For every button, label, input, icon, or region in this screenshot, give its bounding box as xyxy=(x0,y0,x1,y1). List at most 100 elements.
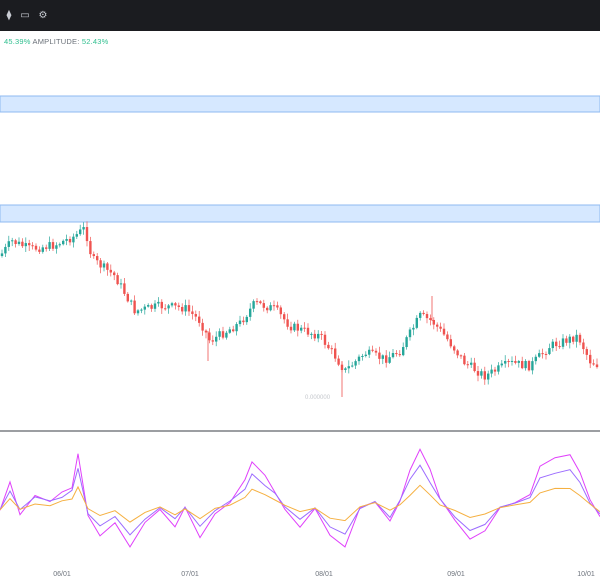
candle-body xyxy=(504,361,507,364)
candle-body xyxy=(7,241,10,247)
candle-body xyxy=(153,303,157,309)
candle-body xyxy=(249,308,252,317)
candle-body xyxy=(157,301,160,304)
candle-body xyxy=(187,305,191,312)
candle-body xyxy=(551,341,554,349)
candle-body xyxy=(177,305,180,307)
candle-body xyxy=(45,247,48,249)
candle-body xyxy=(371,349,374,351)
candle-body xyxy=(357,356,361,362)
stat-value: 45.39% xyxy=(4,37,31,46)
candle-body xyxy=(184,305,187,312)
candle-body xyxy=(466,364,469,366)
candle-body xyxy=(170,303,174,306)
candle-body xyxy=(514,360,517,363)
candle-body xyxy=(218,331,221,337)
candle-body xyxy=(585,349,588,355)
candle-body xyxy=(548,348,551,355)
candle-body xyxy=(48,242,51,249)
candle-body xyxy=(252,301,255,309)
candle-body xyxy=(191,311,194,315)
candle-body xyxy=(221,331,225,338)
candle-body xyxy=(150,305,153,309)
candle-body xyxy=(558,346,561,348)
x-axis-tick-label: 10/01 xyxy=(577,571,595,578)
candle-body xyxy=(507,361,510,363)
candle-body xyxy=(245,316,248,323)
oscillator-slow-line xyxy=(0,484,600,523)
candle-body xyxy=(541,353,544,355)
candle-body xyxy=(65,238,68,241)
candle-body xyxy=(388,357,391,363)
candle-body xyxy=(255,301,259,303)
candle-body xyxy=(113,272,116,276)
candle-body xyxy=(208,332,211,341)
save-icon[interactable]: ▭ xyxy=(20,10,30,21)
oscillator-pane xyxy=(0,448,600,548)
candle-body xyxy=(310,333,313,335)
price-chart[interactable]: 0.000000 06/01 07/01 08/01 09/01 10/01 xyxy=(0,31,600,583)
candle-body xyxy=(140,309,143,311)
candle-body xyxy=(232,329,235,332)
candle-body xyxy=(11,240,14,242)
candle-body xyxy=(490,369,493,374)
candle-body xyxy=(109,269,112,273)
candle-body xyxy=(524,361,527,369)
x-axis-tick-label: 07/01 xyxy=(181,571,199,578)
candle-body xyxy=(96,256,99,261)
candle-body xyxy=(68,238,72,243)
candle-body xyxy=(446,334,449,340)
candle-body xyxy=(483,371,486,380)
settings-gear-icon[interactable]: ⚙ xyxy=(38,10,48,21)
candle-body xyxy=(106,263,109,270)
candle-body xyxy=(279,307,282,315)
candle-body xyxy=(405,337,408,348)
candle-body xyxy=(415,317,418,328)
upper-zone-band xyxy=(0,95,600,113)
candle-body xyxy=(51,242,55,249)
candle-body xyxy=(408,329,412,338)
candle-body xyxy=(344,368,347,370)
x-axis-tick-label: 09/01 xyxy=(447,571,465,578)
candle-body xyxy=(317,333,320,339)
candle-body xyxy=(470,362,473,365)
x-axis-tick-label: 08/01 xyxy=(315,571,333,578)
candle-body xyxy=(259,301,262,304)
candle-body xyxy=(463,355,466,365)
candle-body xyxy=(133,300,136,314)
candle-body xyxy=(398,354,401,356)
x-axis: 06/01 07/01 08/01 09/01 10/01 xyxy=(53,571,595,578)
candle-body xyxy=(330,348,333,350)
candle-body xyxy=(459,355,463,357)
candle-body xyxy=(442,328,446,335)
candle-body xyxy=(381,355,384,359)
candle-body xyxy=(21,241,24,247)
candle-body xyxy=(538,353,541,357)
candle-body xyxy=(215,336,218,342)
candle-body xyxy=(99,260,102,268)
candle-body xyxy=(17,241,21,245)
candle-body xyxy=(544,353,548,355)
candle-body xyxy=(0,253,4,256)
candle-body xyxy=(79,229,82,235)
candle-body xyxy=(364,354,367,356)
zone-layer xyxy=(0,95,600,223)
candle-body xyxy=(595,364,599,368)
candle-body xyxy=(436,324,439,327)
candle-body xyxy=(181,306,184,312)
candle-body xyxy=(262,303,265,308)
candle-body xyxy=(28,243,31,246)
chart-type-icon[interactable]: ⧫ xyxy=(6,10,12,21)
candle-body xyxy=(198,316,201,323)
candle-body xyxy=(425,314,429,319)
candle-body xyxy=(527,361,531,371)
candle-body xyxy=(41,247,44,252)
candle-body xyxy=(306,327,310,335)
candle-body xyxy=(521,361,524,369)
candle-body xyxy=(58,244,61,246)
candle-body xyxy=(89,241,92,255)
candle-body xyxy=(385,355,388,363)
candle-body xyxy=(102,263,106,268)
candle-body xyxy=(147,305,150,307)
candle-body xyxy=(476,371,480,376)
